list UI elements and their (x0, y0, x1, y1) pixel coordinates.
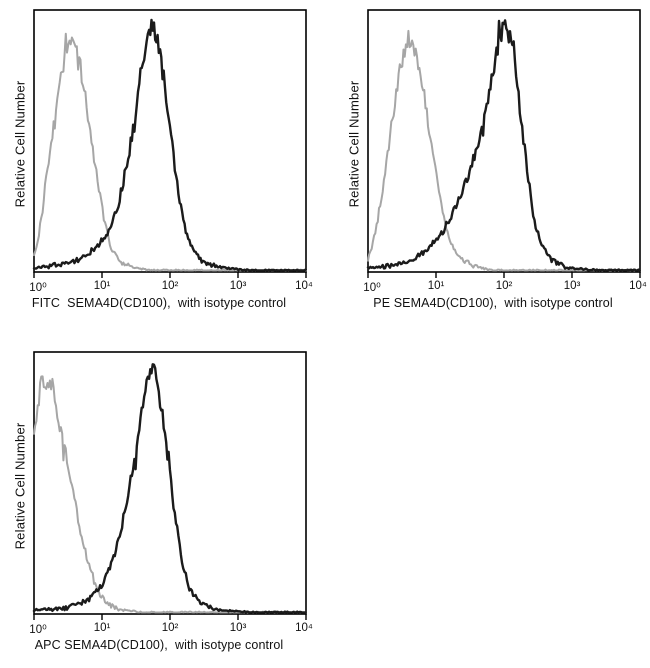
x-tick-label: 10³ (563, 280, 581, 292)
histogram-curve-isotype-control (33, 375, 307, 614)
y-axis-label: Relative Cell Number (342, 8, 366, 280)
y-axis-label: Relative Cell Number (8, 350, 32, 622)
x-tick-label: 10⁴ (295, 280, 313, 292)
x-axis-caption: FITC SEMA4D(CD100), with isotype control (31, 296, 287, 310)
fitc-histogram-plot (32, 9, 307, 278)
histogram-curve-isotype-control (33, 32, 307, 272)
x-tick-label: 10⁴ (629, 280, 647, 292)
histogram-curve-stained (32, 18, 307, 272)
histogram-panel-pe: Relative Cell Number 10⁰ 10¹ 10² 10³ 10⁴… (342, 8, 647, 310)
x-tick-label: 10³ (229, 280, 247, 292)
y-axis-label-text: Relative Cell Number (346, 80, 362, 208)
plot-frame (367, 9, 641, 273)
x-tick-label: 10⁰ (29, 282, 47, 294)
x-axis-tick-labels: 10⁰ 10¹ 10² 10³ 10⁴ (29, 280, 313, 295)
x-axis-caption: APC SEMA4D(CD100), with isotype control (34, 638, 284, 652)
x-tick-label: 10³ (229, 622, 247, 634)
x-axis-caption: PE SEMA4D(CD100), with isotype control (373, 296, 613, 310)
x-tick-label: 10¹ (93, 622, 111, 634)
pe-histogram-plot (366, 9, 641, 278)
x-tick-label: 10¹ (93, 280, 111, 292)
histogram-panel-apc: Relative Cell Number 10⁰ 10¹ 10² 10³ 10⁴… (8, 350, 313, 652)
y-axis-label-text: Relative Cell Number (12, 80, 28, 208)
apc-histogram-plot (32, 351, 307, 620)
x-tick-label: 10² (161, 622, 179, 634)
histogram-curve-isotype-control (367, 29, 641, 272)
x-tick-label: 10⁰ (29, 624, 47, 636)
plot-frame (33, 9, 307, 273)
x-tick-label: 10⁰ (363, 282, 381, 294)
histogram-curve-stained (32, 363, 307, 614)
x-axis-tick-labels: 10⁰ 10¹ 10² 10³ 10⁴ (29, 622, 313, 637)
x-tick-label: 10⁴ (295, 622, 313, 634)
x-tick-label: 10¹ (427, 280, 445, 292)
plot-frame (33, 351, 307, 615)
histogram-curve-stained (366, 19, 641, 272)
y-axis-label: Relative Cell Number (8, 8, 32, 280)
y-axis-label-text: Relative Cell Number (12, 422, 28, 550)
x-tick-label: 10² (161, 280, 179, 292)
x-axis-tick-labels: 10⁰ 10¹ 10² 10³ 10⁴ (363, 280, 647, 295)
x-tick-label: 10² (495, 280, 513, 292)
histogram-panel-fitc: Relative Cell Number 10⁰ 10¹ 10² 10³ 10⁴… (8, 8, 313, 310)
